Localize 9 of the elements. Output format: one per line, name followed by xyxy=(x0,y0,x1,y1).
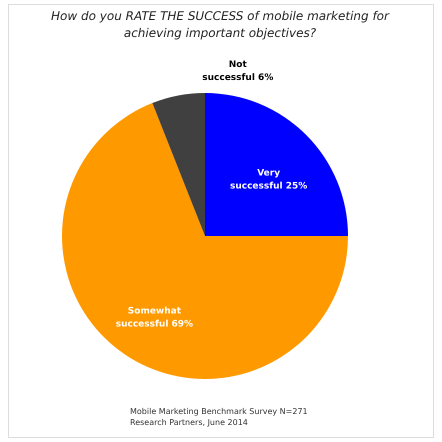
pie-slice xyxy=(62,103,348,379)
pie-slice xyxy=(205,93,348,236)
slice-label: Not successful 6% xyxy=(202,60,274,84)
slice-label: Very successful 25% xyxy=(230,168,308,192)
pie-slice xyxy=(152,93,205,236)
text: Research Partners, June 2014 xyxy=(130,417,249,428)
slice-label: Somewhat successful 69% xyxy=(116,306,194,330)
chart-title: How do you RATE THE SUCCESS of mobile marketing for achieving important objectives? xyxy=(50,8,390,42)
text: Mobile Marketing Benchmark Survey N=271 xyxy=(130,406,308,417)
